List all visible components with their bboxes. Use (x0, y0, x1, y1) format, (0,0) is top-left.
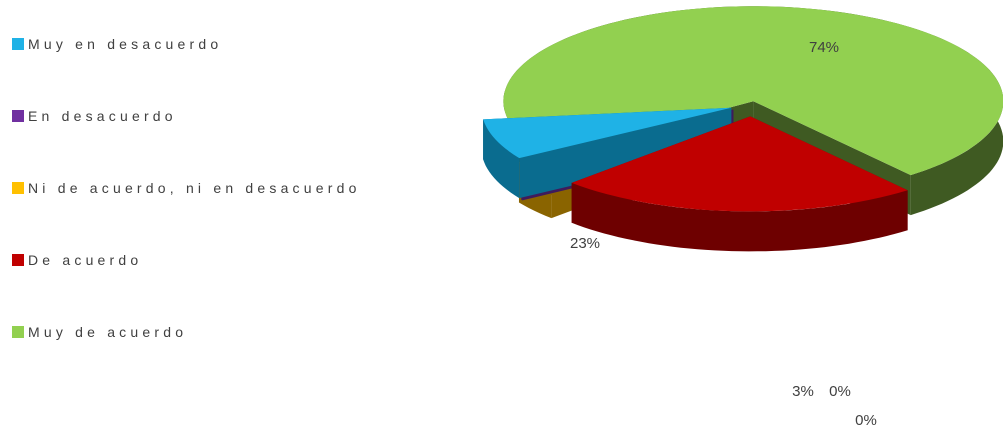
legend-label: Muy en desacuerdo (28, 36, 223, 52)
legend-swatch (12, 38, 24, 50)
pie-slice-group (483, 107, 732, 199)
legend-label: En desacuerdo (28, 108, 177, 124)
legend-item-de-acuerdo: De acuerdo (12, 249, 142, 271)
legend-item-en-desacuerdo: En desacuerdo (12, 105, 177, 127)
legend-swatch (12, 326, 24, 338)
pie-data-label: 0% (829, 383, 851, 400)
pie-data-label: 74% (809, 39, 839, 56)
pie-slice (571, 116, 908, 212)
legend-label: Ni de acuerdo, ni en desacuerdo (28, 180, 361, 196)
legend-item-muy-en-desacuerdo: Muy en desacuerdo (12, 33, 222, 55)
pie-data-label: 23% (570, 235, 600, 252)
legend-swatch (12, 182, 24, 194)
legend-item-muy-de-acuerdo: Muy de acuerdo (12, 321, 187, 343)
pie-data-label: 0% (855, 412, 877, 429)
pie-slice-side (571, 182, 908, 252)
legend-item-ni-de-acuerdo: Ni de acuerdo, ni en desacuerdo (12, 177, 361, 199)
pie-slice (483, 107, 732, 159)
legend-swatch (12, 254, 24, 266)
pie-data-label: 3% (792, 383, 814, 400)
chart-legend: Muy en desacuerdo En desacuerdo Ni de ac… (12, 0, 432, 430)
pie-slice-group (571, 116, 908, 252)
legend-label: De acuerdo (28, 252, 143, 268)
legend-label: Muy de acuerdo (28, 324, 188, 340)
legend-swatch (12, 110, 24, 122)
